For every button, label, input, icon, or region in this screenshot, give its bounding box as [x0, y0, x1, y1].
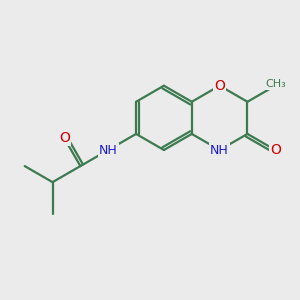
Text: NH: NH — [99, 143, 118, 157]
Text: O: O — [270, 143, 281, 157]
Text: NH: NH — [210, 143, 229, 157]
Text: O: O — [59, 131, 70, 145]
Text: CH₃: CH₃ — [265, 79, 286, 89]
Text: O: O — [214, 79, 225, 93]
